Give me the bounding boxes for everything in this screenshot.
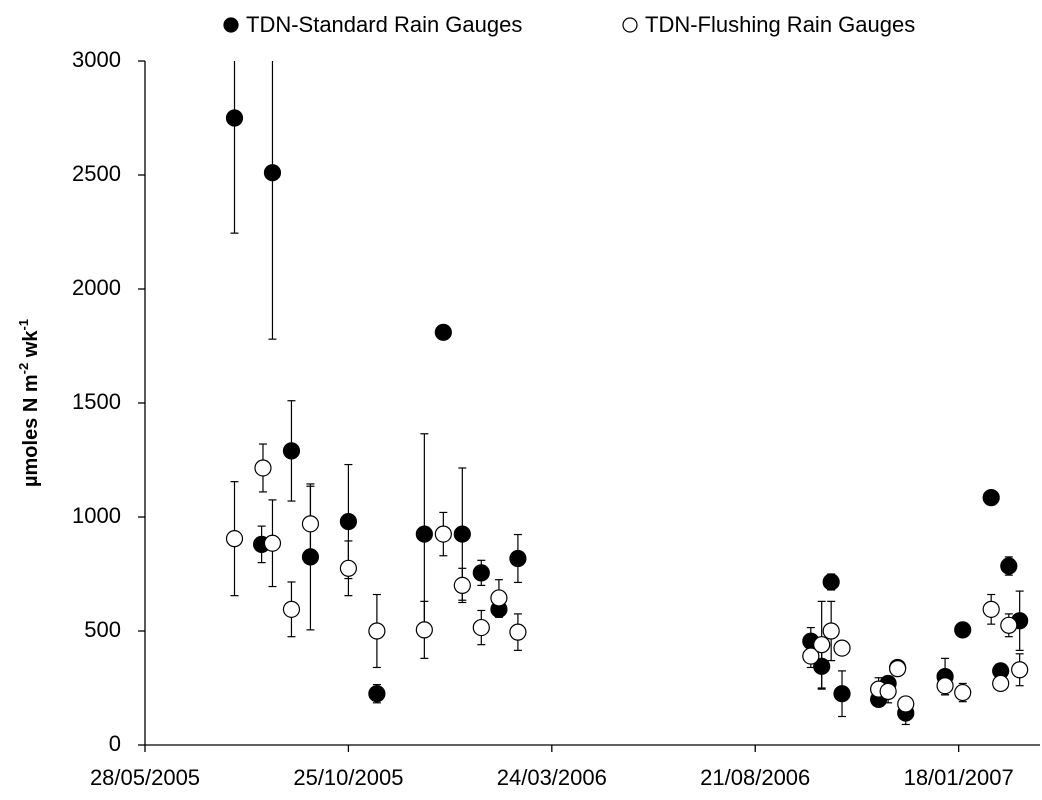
x-tick-label: 24/03/2006 bbox=[497, 765, 607, 790]
point bbox=[802, 647, 820, 665]
y-axis-label: µmoles N m-2 wk-1 bbox=[16, 319, 42, 487]
point bbox=[833, 685, 851, 703]
y-tick-label: 1000 bbox=[72, 503, 121, 528]
point bbox=[897, 695, 915, 713]
point bbox=[992, 674, 1010, 693]
point bbox=[879, 682, 897, 701]
point bbox=[833, 639, 851, 657]
label-part: µmoles N m bbox=[20, 374, 42, 487]
x-tick-label: 18/01/2007 bbox=[904, 765, 1014, 790]
point bbox=[282, 442, 301, 460]
point bbox=[282, 600, 301, 618]
x-tick-label: 21/08/2006 bbox=[700, 765, 810, 790]
legend-label: TDN-Standard Rain Gauges bbox=[246, 12, 522, 37]
point bbox=[889, 660, 907, 678]
point bbox=[339, 559, 358, 577]
point bbox=[1000, 557, 1018, 575]
point bbox=[368, 622, 386, 640]
point bbox=[982, 489, 1000, 507]
y-tick-label: 2500 bbox=[72, 161, 121, 186]
point bbox=[263, 534, 282, 552]
point bbox=[453, 525, 471, 543]
point bbox=[954, 683, 972, 702]
point bbox=[982, 600, 1000, 618]
point bbox=[1000, 616, 1018, 634]
point bbox=[263, 164, 282, 182]
point bbox=[415, 525, 433, 543]
superscript: -2 bbox=[16, 363, 31, 375]
point bbox=[434, 323, 452, 341]
point bbox=[813, 636, 831, 654]
y-tick-label: 500 bbox=[84, 617, 121, 642]
point bbox=[254, 459, 272, 477]
y-tick-label: 0 bbox=[109, 731, 121, 756]
y-tick-label: 2000 bbox=[72, 275, 121, 300]
point bbox=[415, 621, 433, 639]
point bbox=[472, 618, 490, 637]
superscript: -1 bbox=[16, 319, 31, 331]
point bbox=[822, 573, 840, 591]
point bbox=[453, 576, 471, 595]
plot-area bbox=[225, 61, 1029, 726]
point bbox=[954, 621, 972, 639]
point bbox=[339, 512, 358, 531]
point bbox=[509, 623, 527, 641]
point bbox=[368, 685, 386, 703]
label-part: wk bbox=[20, 330, 42, 363]
point bbox=[225, 530, 244, 548]
x-tick-label: 25/10/2005 bbox=[293, 765, 403, 790]
y-tick-label: 1500 bbox=[72, 389, 121, 414]
y-tick-label: 3000 bbox=[72, 47, 121, 72]
point bbox=[936, 677, 954, 695]
legend-label: TDN-Flushing Rain Gauges bbox=[645, 12, 915, 37]
point bbox=[822, 622, 840, 640]
legend-marker bbox=[223, 17, 239, 33]
x-tick-label: 28/05/2005 bbox=[90, 765, 200, 790]
point bbox=[490, 589, 508, 607]
point bbox=[225, 109, 244, 127]
point bbox=[301, 515, 320, 533]
point bbox=[1011, 661, 1029, 679]
legend-marker bbox=[622, 17, 638, 33]
point bbox=[509, 549, 527, 568]
point bbox=[472, 564, 490, 582]
point bbox=[434, 525, 452, 543]
